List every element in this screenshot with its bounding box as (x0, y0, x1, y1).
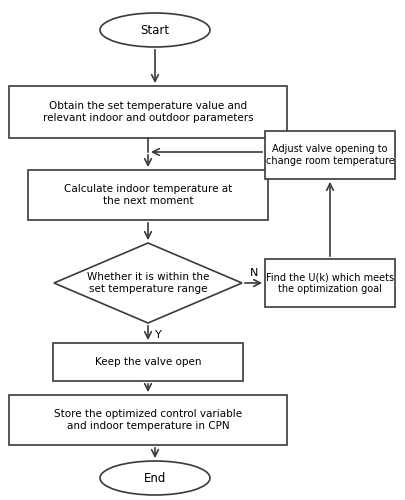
Text: Whether it is within the
set temperature range: Whether it is within the set temperature… (87, 272, 209, 294)
Ellipse shape (100, 13, 210, 47)
Text: Adjust valve opening to
change room temperature: Adjust valve opening to change room temp… (266, 144, 394, 166)
Ellipse shape (100, 461, 210, 495)
Polygon shape (54, 243, 242, 323)
Text: Y: Y (155, 330, 161, 340)
Bar (53, 343, 243, 381)
Text: N: N (250, 268, 258, 278)
Text: Start: Start (141, 24, 170, 36)
Text: Store the optimized control variable
and indoor temperature in CPN: Store the optimized control variable and… (54, 409, 242, 431)
Bar (28, 170, 268, 220)
Text: Obtain the set temperature value and
relevant indoor and outdoor parameters: Obtain the set temperature value and rel… (43, 101, 253, 123)
Text: Calculate indoor temperature at
the next moment: Calculate indoor temperature at the next… (64, 184, 232, 206)
Text: Keep the valve open: Keep the valve open (95, 357, 201, 367)
Text: End: End (144, 472, 166, 484)
Text: Find the U(k) which meets
the optimization goal: Find the U(k) which meets the optimizati… (266, 272, 394, 294)
Bar (265, 131, 395, 179)
Bar (9, 395, 287, 445)
Bar (265, 259, 395, 307)
Bar (9, 86, 287, 138)
